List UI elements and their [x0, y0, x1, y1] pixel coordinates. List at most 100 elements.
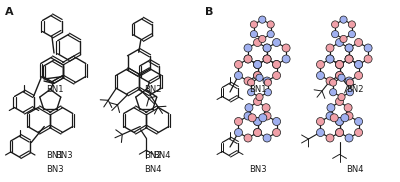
Circle shape [354, 60, 362, 68]
Circle shape [332, 21, 339, 28]
Circle shape [250, 31, 258, 38]
Text: BN3: BN3 [55, 151, 73, 160]
Text: BN3: BN3 [249, 165, 267, 174]
Circle shape [254, 72, 262, 80]
Circle shape [264, 89, 272, 96]
Circle shape [338, 94, 345, 101]
Circle shape [272, 118, 280, 126]
Circle shape [348, 31, 356, 38]
Circle shape [354, 39, 362, 46]
Text: BN1: BN1 [46, 85, 64, 94]
Circle shape [332, 31, 339, 38]
Circle shape [354, 118, 362, 126]
Circle shape [345, 77, 353, 85]
Circle shape [345, 55, 353, 63]
Circle shape [354, 72, 362, 80]
Circle shape [336, 39, 344, 46]
Circle shape [282, 55, 290, 63]
Circle shape [272, 60, 280, 68]
Circle shape [262, 104, 270, 112]
Circle shape [267, 31, 274, 38]
Circle shape [263, 55, 271, 63]
Circle shape [326, 112, 334, 120]
Circle shape [254, 72, 262, 80]
Circle shape [326, 55, 334, 63]
Circle shape [254, 98, 262, 106]
Circle shape [234, 128, 242, 136]
Circle shape [336, 118, 344, 126]
Circle shape [326, 134, 334, 142]
Circle shape [330, 79, 337, 86]
Circle shape [330, 89, 337, 96]
Circle shape [354, 60, 362, 68]
Circle shape [234, 72, 242, 80]
Circle shape [234, 118, 242, 126]
Text: BN4: BN4 [153, 151, 170, 160]
Text: BN2: BN2 [144, 85, 162, 94]
Circle shape [254, 60, 262, 68]
Text: BN2: BN2 [346, 85, 364, 94]
Circle shape [336, 72, 344, 80]
Circle shape [341, 114, 349, 122]
Circle shape [345, 44, 353, 52]
Circle shape [244, 55, 252, 63]
Circle shape [254, 118, 262, 126]
Circle shape [263, 112, 271, 120]
Circle shape [254, 128, 262, 136]
Circle shape [263, 44, 271, 52]
Circle shape [267, 21, 274, 28]
Circle shape [256, 74, 263, 81]
Circle shape [327, 104, 335, 112]
Circle shape [244, 77, 252, 85]
Text: BN4: BN4 [346, 165, 364, 174]
Circle shape [326, 55, 334, 63]
Circle shape [316, 128, 324, 136]
Circle shape [345, 55, 353, 63]
Circle shape [244, 134, 252, 142]
Circle shape [250, 21, 258, 28]
Circle shape [254, 39, 262, 46]
Circle shape [248, 79, 255, 86]
Circle shape [259, 35, 266, 43]
Circle shape [259, 16, 266, 23]
Circle shape [263, 55, 271, 63]
Circle shape [336, 72, 344, 80]
Text: B: B [205, 7, 213, 17]
Circle shape [336, 98, 344, 106]
Circle shape [263, 55, 271, 63]
Circle shape [316, 118, 324, 126]
Circle shape [248, 114, 256, 122]
Circle shape [354, 128, 362, 136]
Text: BN2: BN2 [144, 151, 162, 160]
Circle shape [345, 55, 353, 63]
Circle shape [346, 79, 354, 86]
Circle shape [254, 128, 262, 136]
Circle shape [272, 72, 280, 80]
Circle shape [338, 74, 345, 81]
Circle shape [244, 44, 252, 52]
Circle shape [336, 60, 344, 68]
Circle shape [244, 55, 252, 63]
Circle shape [345, 112, 353, 120]
Circle shape [263, 77, 271, 85]
Circle shape [346, 89, 354, 96]
Circle shape [245, 104, 253, 112]
Text: A: A [5, 7, 14, 17]
Circle shape [254, 118, 262, 126]
Circle shape [326, 44, 334, 52]
Circle shape [336, 60, 344, 68]
Circle shape [272, 39, 280, 46]
Circle shape [263, 134, 271, 142]
Circle shape [316, 60, 324, 68]
Circle shape [336, 60, 344, 68]
Text: BN4: BN4 [144, 165, 162, 174]
Circle shape [326, 77, 334, 85]
Circle shape [244, 112, 252, 120]
Circle shape [340, 16, 347, 23]
Circle shape [336, 118, 344, 126]
Text: BN3: BN3 [46, 165, 64, 174]
Circle shape [256, 94, 263, 101]
Text: BN1: BN1 [46, 151, 64, 160]
Circle shape [344, 104, 352, 112]
Circle shape [272, 60, 280, 68]
